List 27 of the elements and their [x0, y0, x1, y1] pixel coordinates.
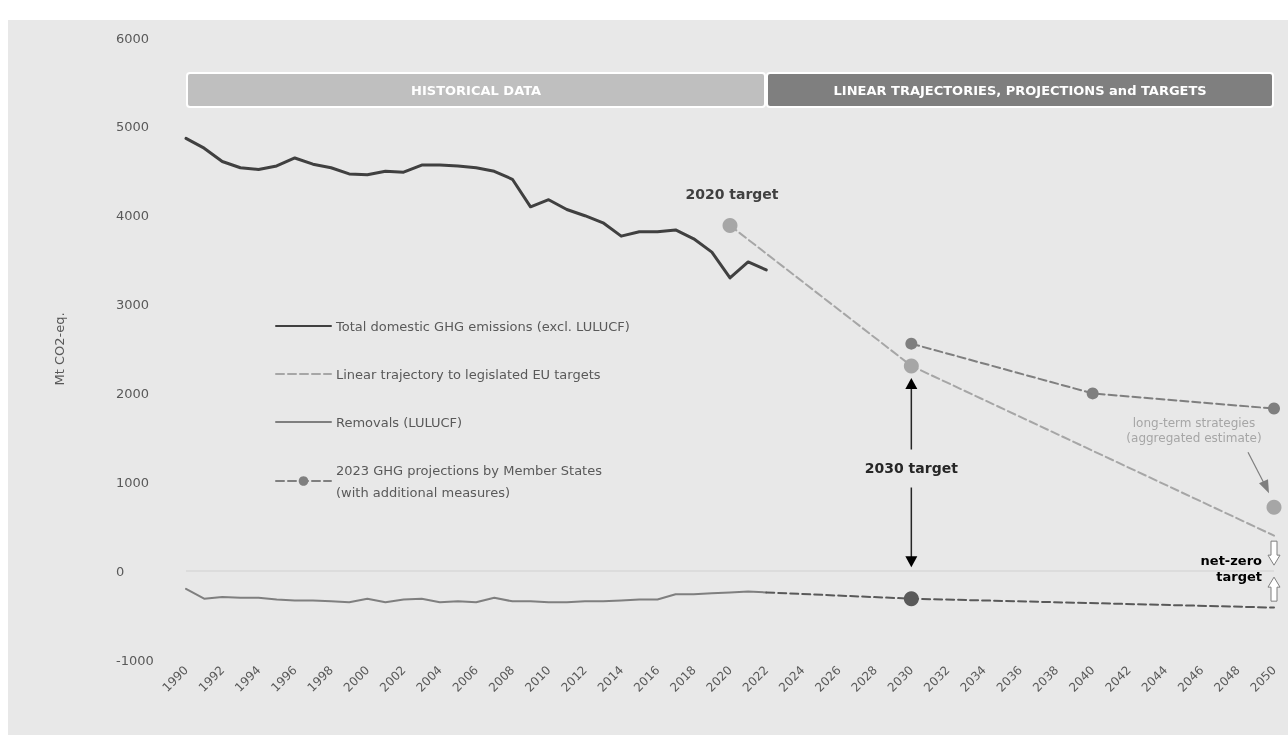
- legend-label: 2023 GHG projections by Member States (with additional measures): [336, 462, 603, 500]
- annotation: long-term strategies (aggregated estimate): [1126, 416, 1262, 446]
- band-label: LINEAR TRAJECTORIES, PROJECTIONS and TARGETS: [766, 72, 1274, 108]
- point: [903, 358, 919, 374]
- legend-label: Removals (LULUCF): [336, 414, 463, 430]
- y-tick-label: 0: [116, 563, 125, 579]
- annotation: 2030 target: [864, 459, 959, 476]
- y-tick-label: 3000: [116, 297, 150, 313]
- y-axis-title: Mt CO2-eq.: [52, 312, 67, 386]
- y-tick-label: 1000: [116, 474, 150, 490]
- y-tick-label: 5000: [116, 119, 150, 135]
- line-series: [185, 587, 768, 604]
- point: [1266, 499, 1282, 515]
- y-tick-label: -1000: [116, 652, 154, 668]
- annotation: net-zero target: [1200, 553, 1263, 585]
- legend-label: Total domestic GHG emissions (excl. LULUCF): [335, 318, 630, 334]
- annotation: 2020 target: [685, 186, 779, 203]
- legend-label: Linear trajectory to legislated EU targets: [336, 366, 601, 382]
- point: [1268, 402, 1280, 415]
- y-tick-label: 2000: [116, 385, 150, 401]
- y-tick-label: 4000: [116, 208, 150, 224]
- point: [905, 337, 918, 350]
- point: [722, 217, 738, 233]
- point: [1086, 387, 1099, 400]
- band-label: HISTORICAL DATA: [186, 72, 767, 108]
- point: [903, 591, 919, 607]
- y-tick-label: 6000: [116, 30, 150, 46]
